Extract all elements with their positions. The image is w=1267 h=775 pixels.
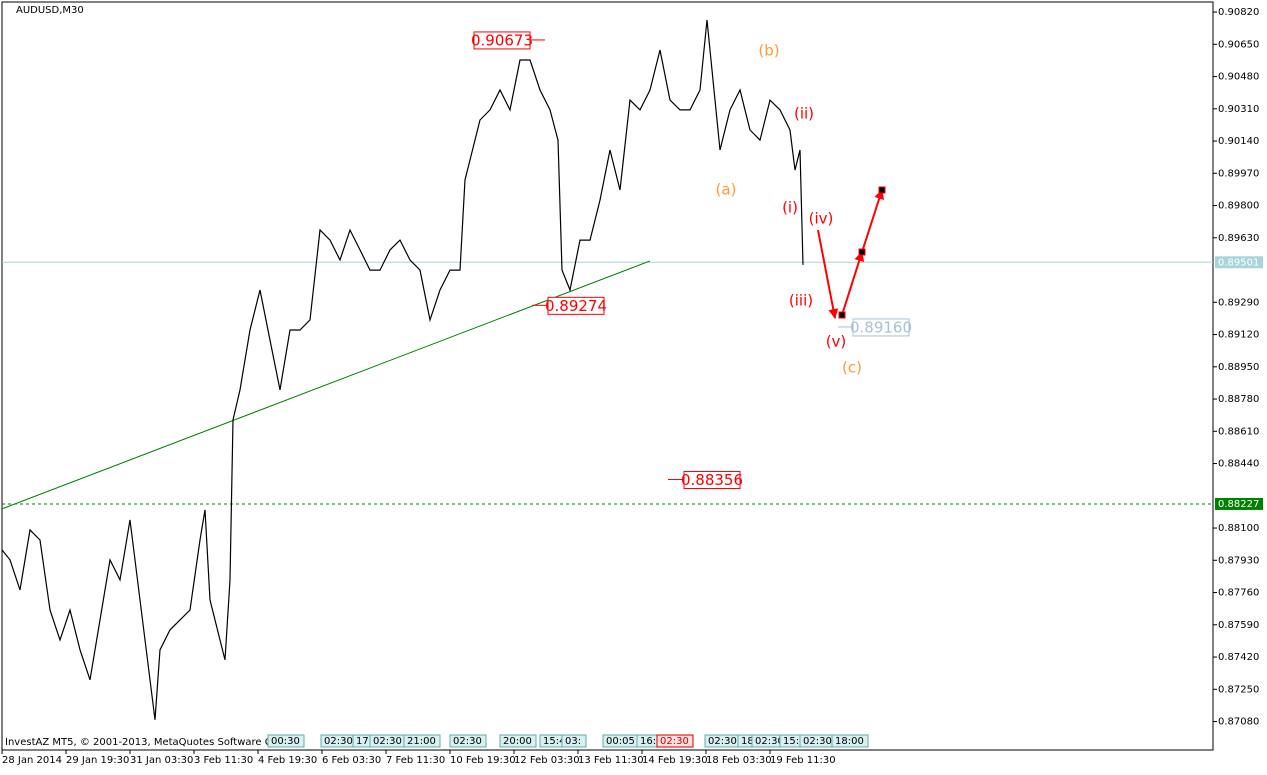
event-tag-box <box>656 734 694 748</box>
wave-label: (i) <box>782 199 798 217</box>
wave-label: (a) <box>716 181 737 199</box>
y-tick-label: 0.90480 <box>1218 72 1259 83</box>
wave-label: (b) <box>758 42 779 60</box>
event-tag: 20:00 <box>503 736 532 747</box>
wave-label: (ii) <box>794 105 814 123</box>
price-line-series <box>1 19 804 720</box>
x-tick-label: 31 Jan 03:30 <box>130 755 193 766</box>
price-tag-label: 0.88227 <box>1218 499 1259 510</box>
event-tag-box <box>403 734 441 748</box>
y-tick-label: 0.89290 <box>1218 297 1259 308</box>
event-tag: 02:30 <box>324 736 353 747</box>
price-label-box <box>473 31 531 50</box>
y-tick-label: 0.90820 <box>1218 7 1259 18</box>
event-tag: 00:05 <box>606 736 635 747</box>
x-tick-label: 6 Feb 03:30 <box>322 755 381 766</box>
event-tag-box <box>561 734 587 748</box>
price-label-box <box>547 296 605 315</box>
price-label-box <box>852 318 910 337</box>
y-tick-label: 0.88780 <box>1218 394 1259 405</box>
x-tick-label: 7 Feb 11:30 <box>386 755 445 766</box>
event-tag-box <box>449 734 487 748</box>
y-tick-label: 0.89630 <box>1218 233 1259 244</box>
price-label: 0.88356 <box>681 471 743 489</box>
y-tick-label: 0.90650 <box>1218 39 1259 50</box>
y-tick-label: 0.87250 <box>1218 684 1259 695</box>
chart-title: AUDUSD,M30 <box>16 5 84 16</box>
x-tick-label: 3 Feb 11:30 <box>194 755 253 766</box>
y-tick-label: 0.88440 <box>1218 459 1259 470</box>
projection-arrow <box>861 189 884 253</box>
x-tick-label: 28 Jan 2014 <box>2 755 62 766</box>
event-tag: 15:5 <box>783 736 805 747</box>
event-tag: 03: <box>565 736 581 747</box>
event-tag: 02:30 <box>373 736 402 747</box>
event-tag-box <box>499 734 537 748</box>
projection-point <box>878 186 886 194</box>
price-label: 0.90673 <box>471 31 533 49</box>
event-tag: 17 <box>356 736 369 747</box>
event-tag: 18 <box>741 736 754 747</box>
price-tag <box>1215 256 1263 269</box>
price-label: 0.89274 <box>545 297 607 315</box>
event-tag: 02:30 <box>755 736 784 747</box>
event-tag-box <box>831 734 869 748</box>
y-tick-label: 0.88100 <box>1218 523 1259 534</box>
x-tick-label: 12 Feb 03:30 <box>514 755 580 766</box>
event-tag: 02:30 <box>708 736 737 747</box>
x-tick-label: 10 Feb 19:30 <box>450 755 516 766</box>
price-label-box <box>683 470 741 489</box>
x-tick-label: 4 Feb 19:30 <box>258 755 317 766</box>
y-tick-label: 0.87420 <box>1218 652 1259 663</box>
event-tag: 02:30 <box>660 736 689 747</box>
y-tick-label: 0.87590 <box>1218 620 1259 631</box>
event-tag: 15:4 <box>543 736 565 747</box>
wave-label: (iii) <box>789 292 813 310</box>
projection-point <box>858 248 866 256</box>
x-tick-label: 29 Jan 19:30 <box>66 755 129 766</box>
wave-label: (v) <box>826 333 847 351</box>
event-tag-box <box>267 734 305 748</box>
x-tick-label: 14 Feb 19:30 <box>642 755 708 766</box>
price-tag <box>1215 497 1263 510</box>
projection-arrow <box>841 251 865 316</box>
y-tick-label: 0.90310 <box>1218 104 1259 115</box>
price-tag-label: 0.89501 <box>1218 257 1259 268</box>
wave-label: (c) <box>842 359 862 377</box>
x-tick-label: 19 Feb 11:30 <box>770 755 836 766</box>
y-tick-label: 0.89120 <box>1218 330 1259 341</box>
plot-frame <box>1 1 1214 751</box>
y-tick-label: 0.89800 <box>1218 201 1259 212</box>
y-tick-label: 0.88610 <box>1218 426 1259 437</box>
projection-arrow <box>817 229 839 320</box>
event-tag: 02:30 <box>453 736 482 747</box>
y-tick-label: 0.90140 <box>1218 136 1259 147</box>
y-tick-label: 0.87080 <box>1218 717 1259 728</box>
footer: InvestAZ MT5, © 2001-2013, MetaQuotes So… <box>5 737 291 748</box>
x-tick-label: 13 Feb 11:30 <box>578 755 644 766</box>
wave-label: (iv) <box>809 210 834 228</box>
projection-point <box>838 311 846 319</box>
x-tick-label: 18 Feb 03:30 <box>706 755 772 766</box>
y-tick-label: 0.89970 <box>1218 168 1259 179</box>
price-label: 0.89160 <box>850 318 912 336</box>
y-tick-label: 0.87930 <box>1218 555 1259 566</box>
trend-line <box>1 260 651 510</box>
event-tag: 16: <box>640 736 656 747</box>
event-tag: 18:00 <box>835 736 864 747</box>
event-tag: 21:00 <box>407 736 436 747</box>
event-tag: 02:30 <box>803 736 832 747</box>
y-tick-label: 0.87760 <box>1218 588 1259 599</box>
event-tag: 00:30 <box>271 736 300 747</box>
y-tick-label: 0.88950 <box>1218 362 1259 373</box>
